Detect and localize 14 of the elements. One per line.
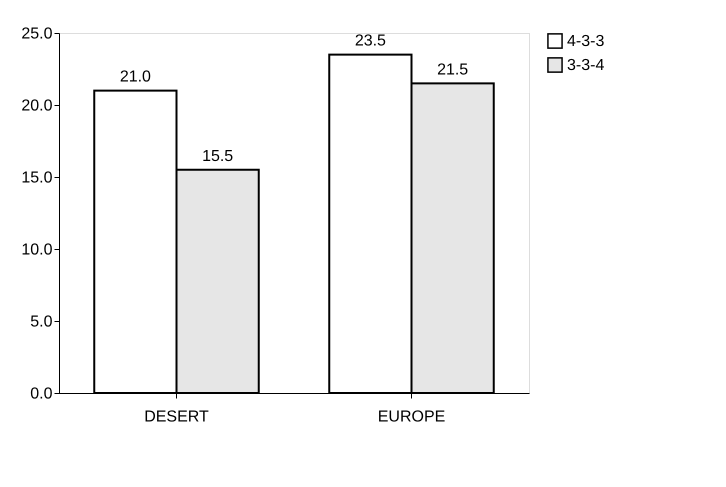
y-tick-label: 20.0 [21, 98, 53, 114]
x-tick-label: DESERT [144, 408, 210, 426]
legend-label: 3-3-4 [567, 57, 604, 74]
data-label: 15.5 [202, 148, 234, 165]
legend-label: 4-3-3 [567, 33, 604, 50]
x-tick-label: EUROPE [378, 408, 446, 426]
y-tick-label: 5.0 [30, 314, 53, 330]
y-tick-label: 25.0 [21, 26, 53, 42]
y-tick-label: 10.0 [21, 242, 53, 258]
data-label: 21.0 [120, 68, 152, 86]
y-tick-label: 0.0 [30, 386, 53, 402]
data-label: 21.5 [437, 61, 468, 78]
data-label: 23.5 [354, 32, 386, 50]
y-tick-label: 15.0 [21, 170, 53, 186]
